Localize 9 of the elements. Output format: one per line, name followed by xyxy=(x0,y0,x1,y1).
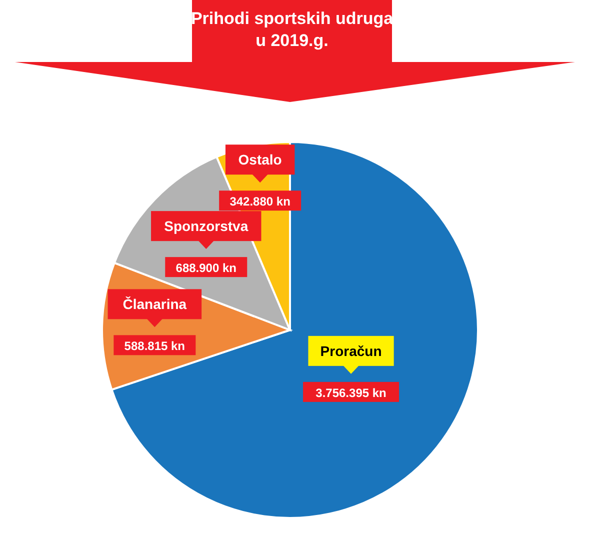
chart-title: Prihodi sportskih udruga u 2019.g. xyxy=(190,9,394,50)
data-label: 688.900 kn xyxy=(176,261,236,276)
slice-label: Članarina xyxy=(122,296,187,312)
slice-label: Sponzorstva xyxy=(164,218,248,234)
slice-label: Ostalo xyxy=(238,152,282,168)
slice-label: Proračun xyxy=(320,342,382,359)
data-label: 342.880 kn xyxy=(230,194,290,209)
data-label: 3.756.395 kn xyxy=(316,386,386,400)
data-label: 588.815 kn xyxy=(124,339,186,354)
